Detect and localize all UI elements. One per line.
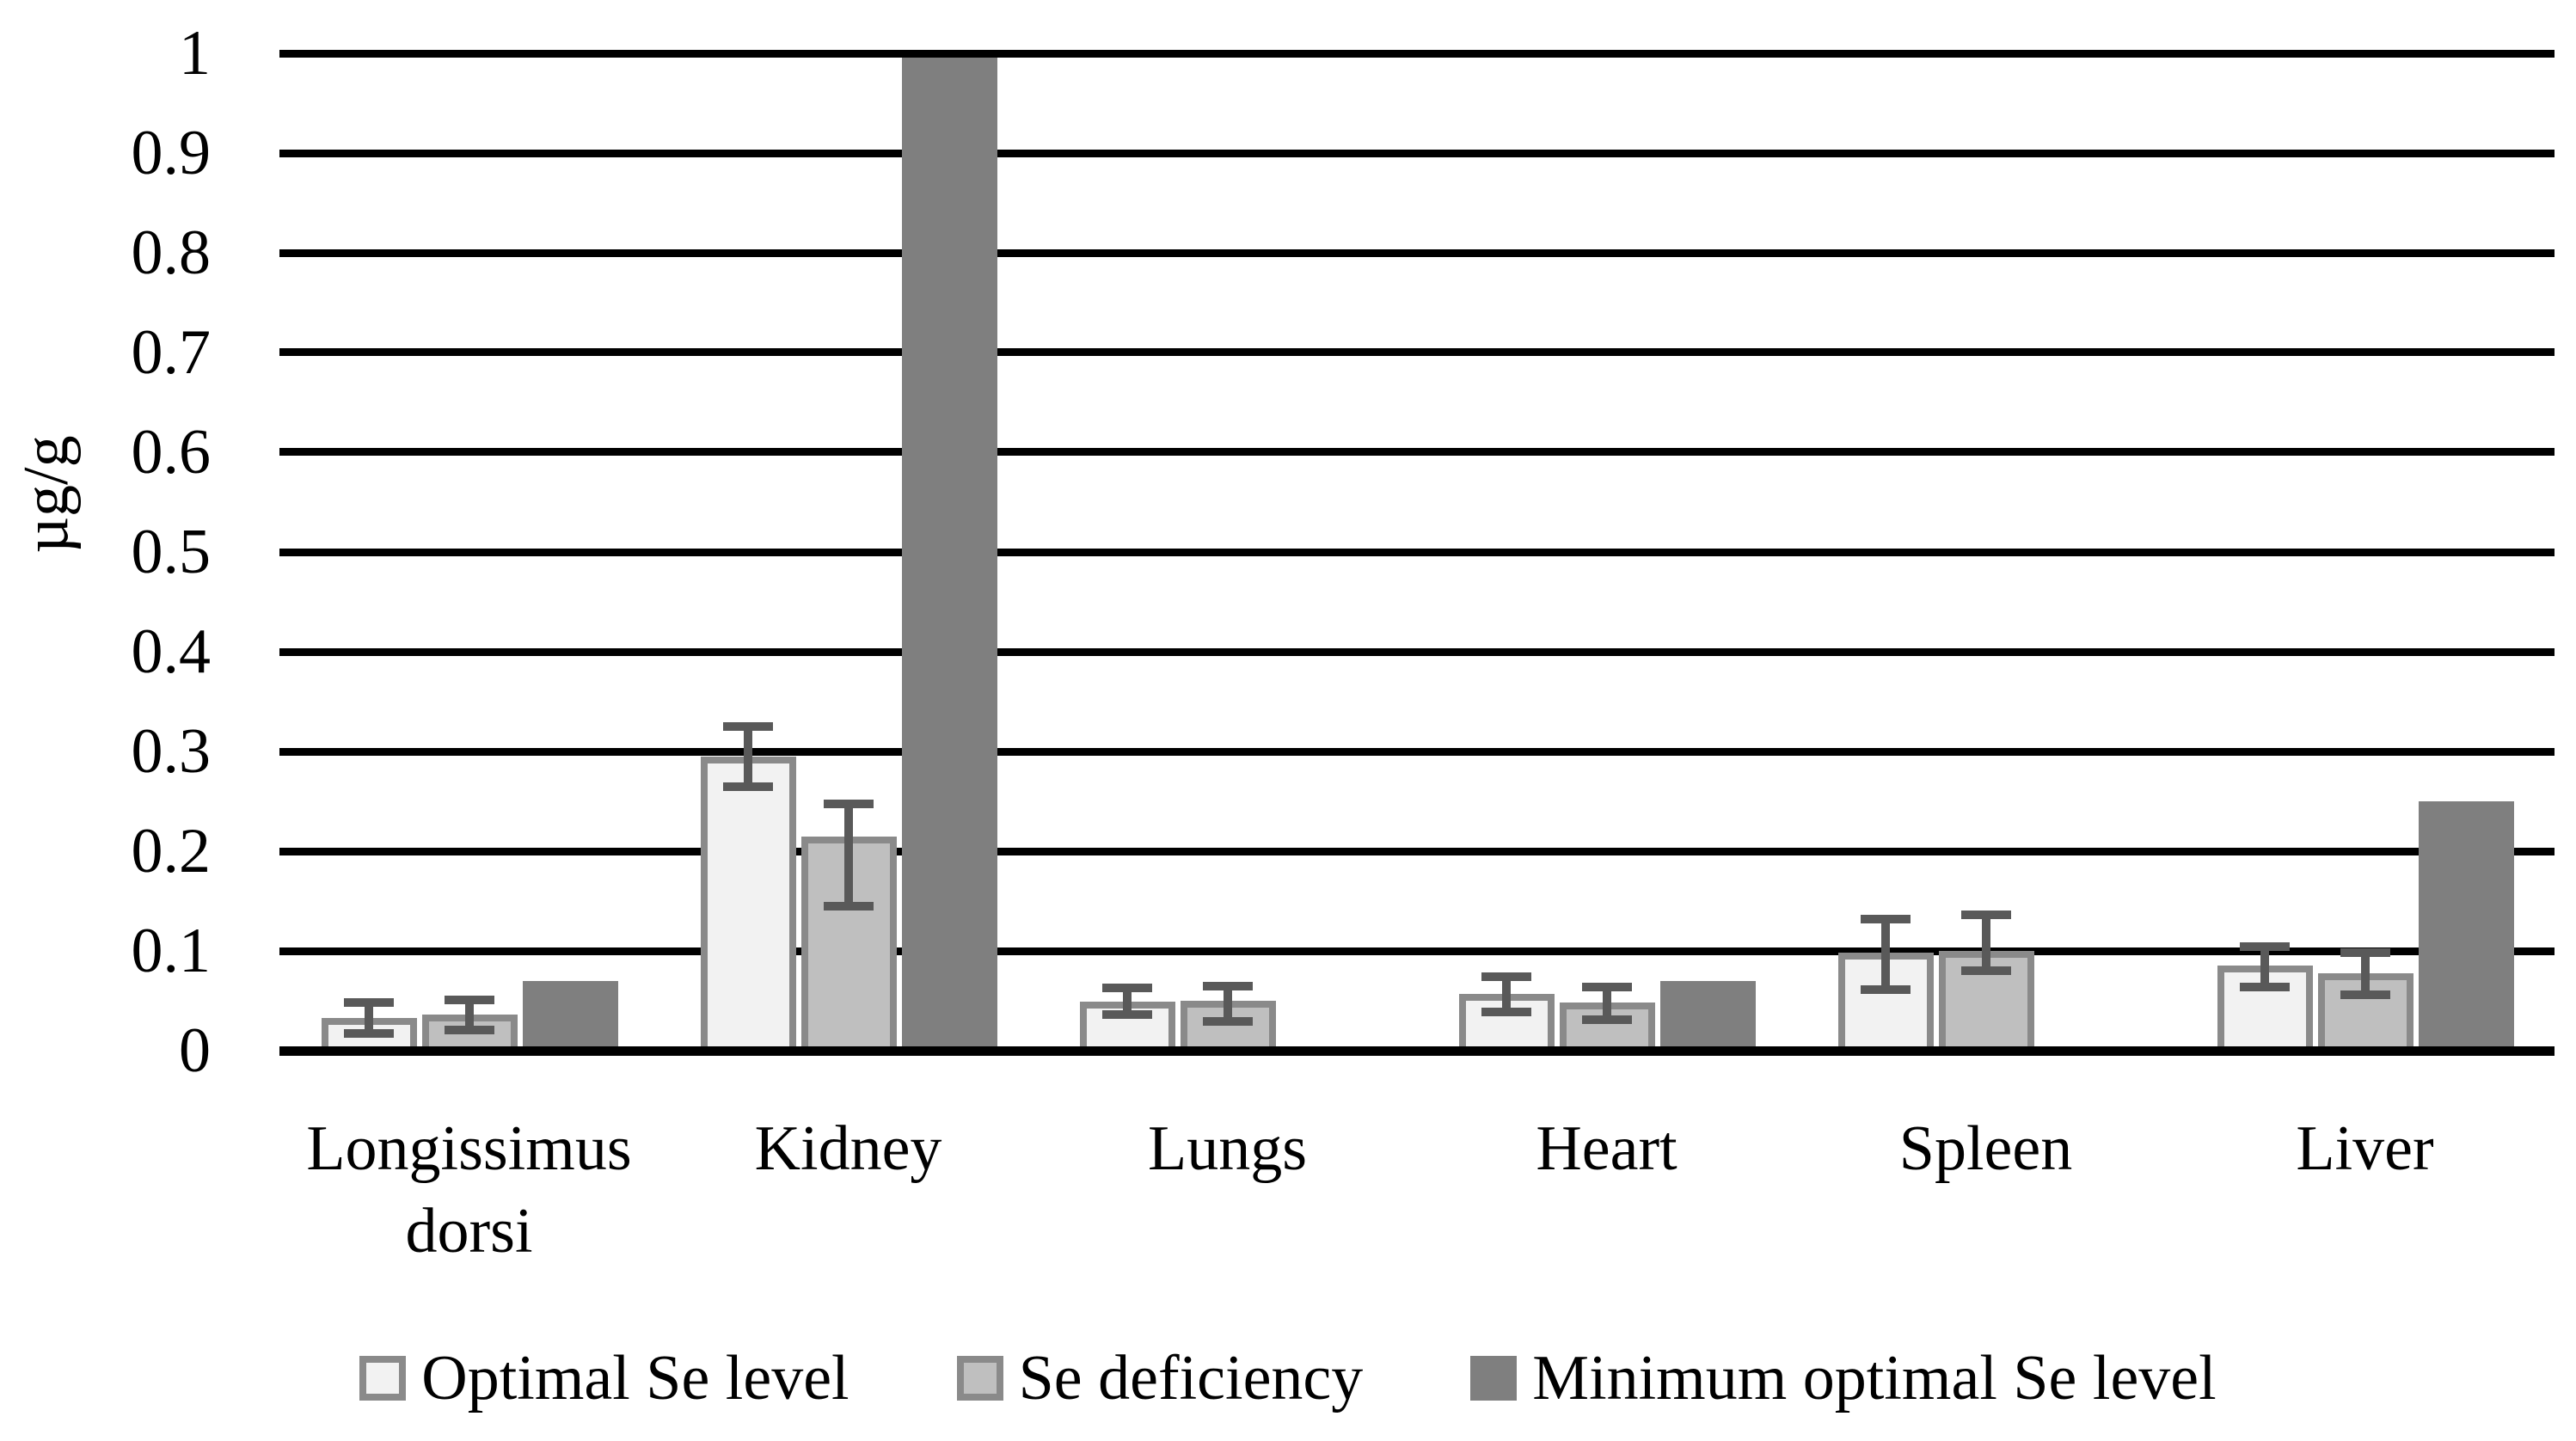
legend-label: Se deficiency xyxy=(1018,1343,1364,1413)
category-label-spleen: Spleen xyxy=(1898,1113,2073,1184)
error-bar-cap xyxy=(344,998,394,1007)
error-bar-cap xyxy=(1481,1008,1531,1016)
error-bar-cap xyxy=(1961,911,2011,919)
error-bar xyxy=(1982,915,1990,971)
legend-swatch xyxy=(956,1356,1003,1401)
error-bar xyxy=(2260,947,2269,986)
gridline xyxy=(279,50,2555,58)
error-bar-cap xyxy=(2340,990,2390,999)
y-tick-label: 0.3 xyxy=(131,716,212,787)
error-bar-cap xyxy=(2240,942,2290,951)
error-bar-cap xyxy=(1861,915,1911,923)
error-bar xyxy=(2361,953,2370,995)
error-bar-cap xyxy=(445,1026,494,1034)
error-bar-cap xyxy=(1961,966,2011,975)
error-bar-cap xyxy=(1102,1010,1152,1019)
y-tick-label: 0.8 xyxy=(131,218,212,288)
category-label-longissimus-dorsi: Longissimus dorsi xyxy=(306,1113,632,1266)
legend-item-optimal-se-level: Optimal Se level xyxy=(359,1341,849,1415)
bar-minimum-optimal-se-level-liver xyxy=(2418,801,2514,1054)
error-bar xyxy=(844,804,853,905)
legend-label: Optimal Se level xyxy=(421,1343,849,1413)
bar-optimal-se-level-kidney xyxy=(700,757,796,1054)
error-bar xyxy=(365,1003,373,1033)
y-tick-label: 0.7 xyxy=(131,317,212,388)
bar-minimum-optimal-se-level-kidney xyxy=(901,58,997,1054)
y-tick-label: 0 xyxy=(179,1015,211,1086)
gridline xyxy=(279,150,2555,157)
legend-item-minimum-optimal-se-level: Minimum optimal Se level xyxy=(1470,1341,2217,1415)
category-label-heart: Heart xyxy=(1536,1113,1677,1184)
y-tick-label: 0.2 xyxy=(131,816,212,886)
legend-swatch xyxy=(359,1356,407,1401)
error-bar-cap xyxy=(1481,972,1531,981)
gridline xyxy=(279,947,2555,955)
category-label-lungs: Lungs xyxy=(1148,1113,1307,1184)
error-bar-cap xyxy=(1203,1017,1253,1026)
error-bar-cap xyxy=(1582,983,1632,991)
legend-item-se-deficiency: Se deficiency xyxy=(956,1341,1364,1415)
gridline xyxy=(279,748,2555,756)
gridline xyxy=(279,648,2555,656)
category-label-liver: Liver xyxy=(2296,1113,2434,1184)
bar-minimum-optimal-se-level-heart xyxy=(1659,981,1756,1054)
error-bar-cap xyxy=(1203,982,1253,990)
error-bar xyxy=(1224,986,1232,1022)
error-bar xyxy=(1603,987,1611,1020)
error-bar xyxy=(1502,977,1511,1012)
gridline xyxy=(279,549,2555,556)
y-tick-label: 0.1 xyxy=(131,916,212,986)
error-bar-cap xyxy=(824,902,874,911)
y-tick-label: 0.5 xyxy=(131,517,212,587)
error-bar-cap xyxy=(2240,983,2290,991)
y-tick-label: 0.6 xyxy=(131,417,212,487)
error-bar-cap xyxy=(1861,985,1911,994)
error-bar-cap xyxy=(445,996,494,1004)
error-bar-cap xyxy=(2340,948,2390,957)
y-tick-label: 0.4 xyxy=(131,616,212,687)
gridline xyxy=(279,348,2555,356)
legend-label: Minimum optimal Se level xyxy=(1532,1343,2217,1413)
x-axis-line xyxy=(279,1046,2555,1056)
y-tick-label: 1 xyxy=(179,18,211,89)
error-bar xyxy=(1881,919,1890,990)
gridline xyxy=(279,448,2555,456)
gridline xyxy=(279,249,2555,257)
category-label-kidney: Kidney xyxy=(754,1113,942,1184)
error-bar-cap xyxy=(1582,1015,1632,1024)
legend-swatch xyxy=(1470,1356,1518,1401)
error-bar-cap xyxy=(344,1029,394,1038)
error-bar-cap xyxy=(824,800,874,808)
error-bar-cap xyxy=(1102,984,1152,992)
gridline xyxy=(279,848,2555,855)
bar-minimum-optimal-se-level-longissimus-dorsi xyxy=(522,981,618,1054)
y-tick-label: 0.9 xyxy=(131,118,212,188)
error-bar-cap xyxy=(723,722,773,731)
error-bar xyxy=(465,1000,474,1030)
error-bar-cap xyxy=(723,782,773,791)
legend: Optimal Se level Se deficiency Minimum opt… xyxy=(0,1341,2576,1415)
error-bar xyxy=(744,727,752,787)
error-bar xyxy=(1123,988,1132,1015)
